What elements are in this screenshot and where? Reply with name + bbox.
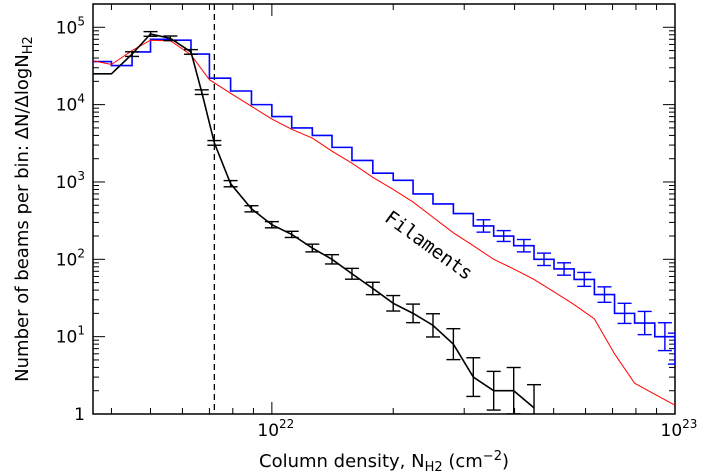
plot-area <box>93 30 675 414</box>
series-2 <box>93 30 542 414</box>
filaments-annotation: Filaments <box>381 206 477 284</box>
y-tick-labels: 1 101 102 103 104 105 <box>56 14 85 425</box>
y-tick-label: 105 <box>56 14 85 38</box>
series-step-line <box>93 38 675 349</box>
minor-ticks <box>93 3 675 414</box>
x-axis-title: Column density, NH2 (cm−2) <box>259 449 509 475</box>
series-layer <box>93 30 675 414</box>
x-tick-label: 1022 <box>257 417 294 441</box>
x-tick-label: 1023 <box>661 417 698 441</box>
y-axis-title: Number of beams per bin: ΔN/ΔlogNH2 <box>12 36 36 382</box>
series-line <box>93 33 535 409</box>
major-ticks <box>93 4 675 415</box>
series-0 <box>93 38 675 365</box>
y-tick-label: 102 <box>56 246 85 270</box>
series-line <box>93 39 675 406</box>
plot-frame <box>92 3 676 415</box>
y-tick-label: 1 <box>74 405 85 425</box>
y-tick-label: 104 <box>56 92 85 116</box>
y-tick-label: 103 <box>56 169 85 193</box>
y-tick-label: 101 <box>56 324 85 348</box>
x-tick-labels: 1022 1023 <box>257 417 697 441</box>
series-1 <box>93 39 675 406</box>
